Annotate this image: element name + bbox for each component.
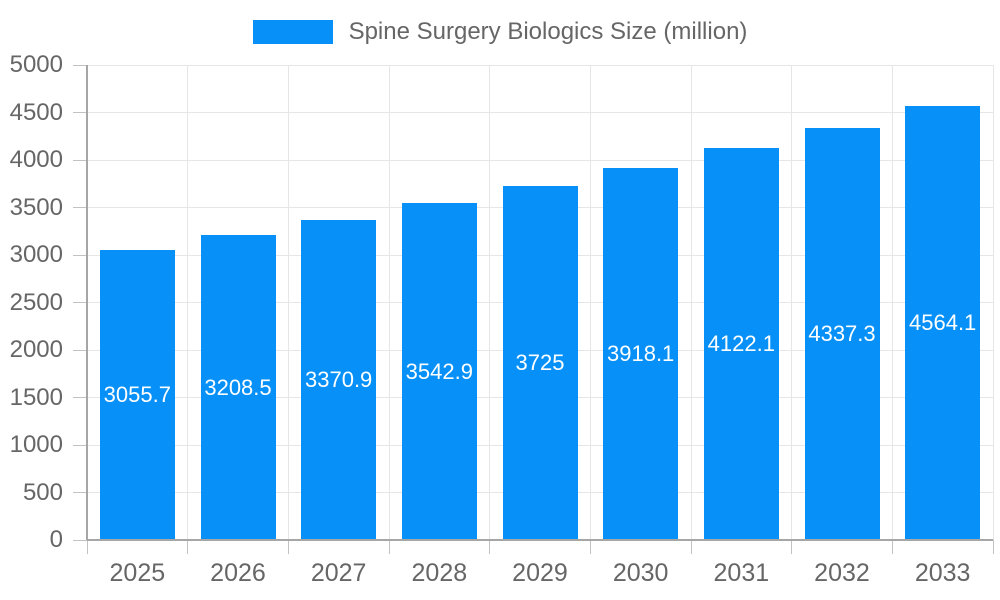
y-tick-mark <box>73 444 87 446</box>
y-tick-mark <box>73 539 87 541</box>
y-tick-mark <box>73 159 87 161</box>
x-tick-label: 2033 <box>914 559 971 587</box>
y-tick-label: 5000 <box>9 51 63 78</box>
bar-value-label: 4122.1 <box>707 331 775 357</box>
bar-value-label: 3370.9 <box>305 366 373 392</box>
x-tick-label: 2025 <box>109 559 166 587</box>
x-tick-mark <box>791 540 793 554</box>
x-gridline <box>791 65 793 540</box>
x-gridline <box>187 65 189 540</box>
y-tick-mark <box>73 397 87 398</box>
y-gridline <box>87 159 993 161</box>
x-gridline <box>388 65 390 540</box>
y-gridline <box>87 64 993 66</box>
y-tick-label: 3000 <box>9 241 63 268</box>
bar-2030[interactable] <box>603 167 679 540</box>
x-gridline <box>992 65 994 540</box>
y-tick-label: 2000 <box>9 336 63 363</box>
bar-2026[interactable] <box>200 235 276 540</box>
bar-2032[interactable] <box>804 127 880 540</box>
y-tick-mark <box>73 492 87 493</box>
x-tick-label: 2029 <box>512 559 568 587</box>
bar-value-label: 4564.1 <box>909 310 977 336</box>
legend-label: Spine Surgery Biologics Size (million) <box>348 18 748 45</box>
bar-value-label: 3055.7 <box>103 381 171 407</box>
y-tick-mark <box>73 254 87 256</box>
bar-value-label: 3208.5 <box>204 374 272 400</box>
x-gridline <box>690 65 692 540</box>
y-tick-mark <box>73 349 87 351</box>
y-gridline <box>87 112 993 113</box>
x-gridline <box>589 65 591 540</box>
x-tick-label: 2028 <box>411 559 468 587</box>
x-tick-label: 2030 <box>612 559 669 587</box>
y-tick-label: 3500 <box>9 193 63 221</box>
bar-2027[interactable] <box>301 219 377 540</box>
bar-value-label: 4337.3 <box>808 320 876 346</box>
x-tick-mark <box>86 540 88 554</box>
legend-swatch <box>252 20 333 44</box>
x-tick-mark <box>992 540 994 554</box>
y-tick-label: 500 <box>22 478 63 506</box>
x-gridline <box>489 65 491 540</box>
y-tick-label: 1000 <box>9 431 63 458</box>
y-tick-mark <box>73 64 87 66</box>
x-gridline <box>287 65 289 540</box>
x-tick-mark <box>489 540 491 554</box>
y-tick-label: 1500 <box>9 383 63 411</box>
bar-value-label: 3542.9 <box>405 358 473 384</box>
y-tick-label: 4000 <box>9 146 63 173</box>
bar-2029[interactable] <box>502 186 578 540</box>
x-tick-label: 2032 <box>814 559 870 587</box>
x-tick-mark <box>589 540 591 554</box>
y-tick-label: 2500 <box>9 288 63 316</box>
x-tick-mark <box>690 540 692 554</box>
y-tick-mark <box>73 302 87 303</box>
y-tick-mark <box>73 207 87 208</box>
bar-2028[interactable] <box>401 203 477 540</box>
x-tick-label: 2027 <box>310 559 367 587</box>
y-axis-line <box>86 65 88 540</box>
x-tick-mark <box>187 540 189 554</box>
y-tick-label: 4500 <box>9 98 63 126</box>
bar-value-label: 3725 <box>515 350 565 376</box>
x-tick-label: 2031 <box>713 559 770 587</box>
bar-2025[interactable] <box>99 249 175 540</box>
x-tick-mark <box>388 540 390 554</box>
x-axis-line <box>87 539 993 541</box>
x-tick-mark <box>287 540 289 554</box>
y-tick-mark <box>73 112 87 113</box>
bar-2031[interactable] <box>703 148 779 540</box>
x-tick-label: 2026 <box>210 559 266 587</box>
legend-item[interactable]: Spine Surgery Biologics Size (million) <box>0 20 1000 44</box>
x-tick-mark <box>891 540 893 554</box>
x-gridline <box>891 65 893 540</box>
bar-2033[interactable] <box>905 106 981 540</box>
bar-value-label: 3918.1 <box>607 340 675 366</box>
y-tick-label: 0 <box>49 526 63 553</box>
